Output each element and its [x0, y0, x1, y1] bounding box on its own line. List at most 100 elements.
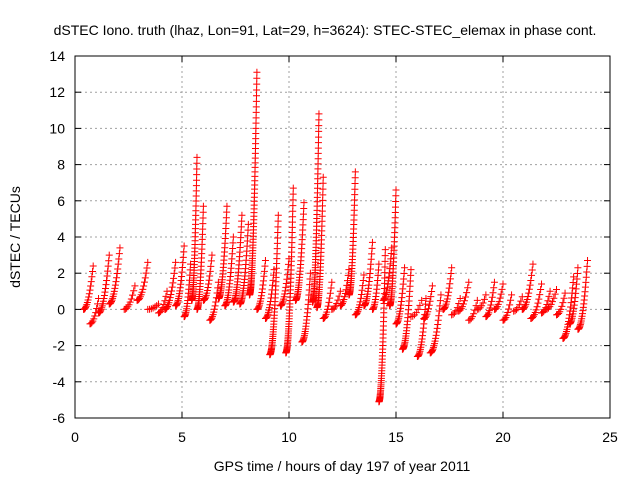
y-tick-label: 4 — [57, 229, 65, 245]
data-point — [130, 287, 138, 295]
data-point — [210, 308, 218, 316]
data-point — [89, 268, 97, 276]
data-point — [171, 264, 179, 272]
data-point — [104, 262, 112, 270]
data-point — [87, 278, 95, 286]
data-point — [87, 282, 95, 290]
data-point — [553, 285, 560, 293]
data-point — [315, 110, 323, 118]
data-points — [80, 68, 592, 406]
data-point — [238, 211, 246, 219]
data-point — [279, 299, 287, 307]
data-point — [103, 276, 111, 284]
data-point — [203, 286, 211, 294]
data-point — [326, 294, 334, 302]
data-arc — [407, 296, 426, 321]
y-tick-label: 12 — [49, 84, 65, 100]
data-point — [427, 348, 435, 356]
chart-title: dSTEC Iono. truth (lhaz, Lon=91, Lat=29,… — [54, 22, 597, 38]
y-tick-label: 8 — [57, 157, 65, 173]
data-point — [443, 295, 451, 303]
data-point — [401, 264, 409, 272]
data-point — [357, 291, 365, 299]
data-point — [170, 269, 178, 277]
data-arc — [221, 233, 237, 310]
data-arc — [490, 280, 507, 313]
data-point — [210, 305, 218, 313]
data-point — [473, 296, 481, 304]
data-point — [561, 331, 569, 339]
data-point — [200, 296, 208, 304]
data-point — [143, 264, 151, 272]
data-point — [414, 305, 422, 313]
data-point — [269, 281, 277, 289]
data-point — [260, 267, 268, 275]
y-tick-label: 6 — [57, 193, 65, 209]
data-point — [214, 284, 222, 292]
data-point — [168, 287, 176, 295]
data-point — [282, 283, 290, 291]
data-point — [456, 295, 464, 303]
data-point — [492, 304, 500, 312]
data-point — [168, 283, 176, 291]
data-point — [433, 328, 441, 336]
data-point — [446, 275, 454, 283]
data-point — [223, 208, 231, 216]
data-arc — [313, 173, 327, 312]
data-point — [506, 301, 514, 309]
data-point — [153, 302, 161, 310]
data-point — [435, 307, 443, 315]
data-point — [495, 298, 503, 306]
data-arc — [245, 68, 261, 299]
data-point — [151, 303, 159, 311]
data-point — [465, 278, 473, 286]
data-point — [529, 260, 537, 268]
data-point — [206, 272, 214, 280]
data-point — [562, 329, 570, 337]
data-point — [555, 309, 563, 317]
data-point — [567, 303, 575, 311]
data-point — [199, 208, 207, 216]
data-arc — [420, 282, 436, 322]
data-point — [208, 314, 216, 322]
data-point — [81, 304, 89, 312]
x-tick-label: 0 — [71, 429, 79, 445]
data-point — [480, 295, 488, 303]
data-point — [468, 313, 476, 321]
data-arc — [120, 282, 139, 313]
data-point — [421, 313, 429, 321]
data-point — [103, 272, 111, 280]
data-point — [166, 294, 174, 302]
data-arc — [229, 211, 246, 306]
data-point — [85, 290, 93, 298]
data-point — [448, 264, 456, 272]
x-tick-label: 5 — [178, 429, 186, 445]
data-arc — [386, 186, 400, 310]
data-point — [559, 299, 567, 307]
data-point — [351, 174, 359, 182]
data-point — [274, 217, 282, 225]
x-tick-label: 10 — [281, 429, 297, 445]
data-point — [107, 297, 115, 305]
data-point — [101, 288, 109, 296]
data-point — [193, 159, 201, 167]
data-point — [129, 291, 137, 299]
data-point — [445, 288, 453, 296]
data-point — [163, 304, 171, 312]
data-point — [536, 291, 544, 299]
data-arc — [144, 300, 162, 313]
data-point — [475, 305, 483, 313]
data-point — [321, 312, 329, 320]
y-tick-label: 0 — [57, 301, 65, 317]
data-point — [265, 304, 273, 312]
data-point — [435, 312, 443, 320]
data-point — [149, 304, 157, 312]
data-point — [281, 287, 289, 295]
data-arc — [298, 269, 314, 346]
data-point — [201, 295, 209, 303]
data-point — [319, 173, 327, 181]
data-point — [229, 239, 237, 247]
data-point — [488, 297, 496, 305]
data-point — [327, 284, 335, 292]
data-arc — [473, 291, 490, 313]
